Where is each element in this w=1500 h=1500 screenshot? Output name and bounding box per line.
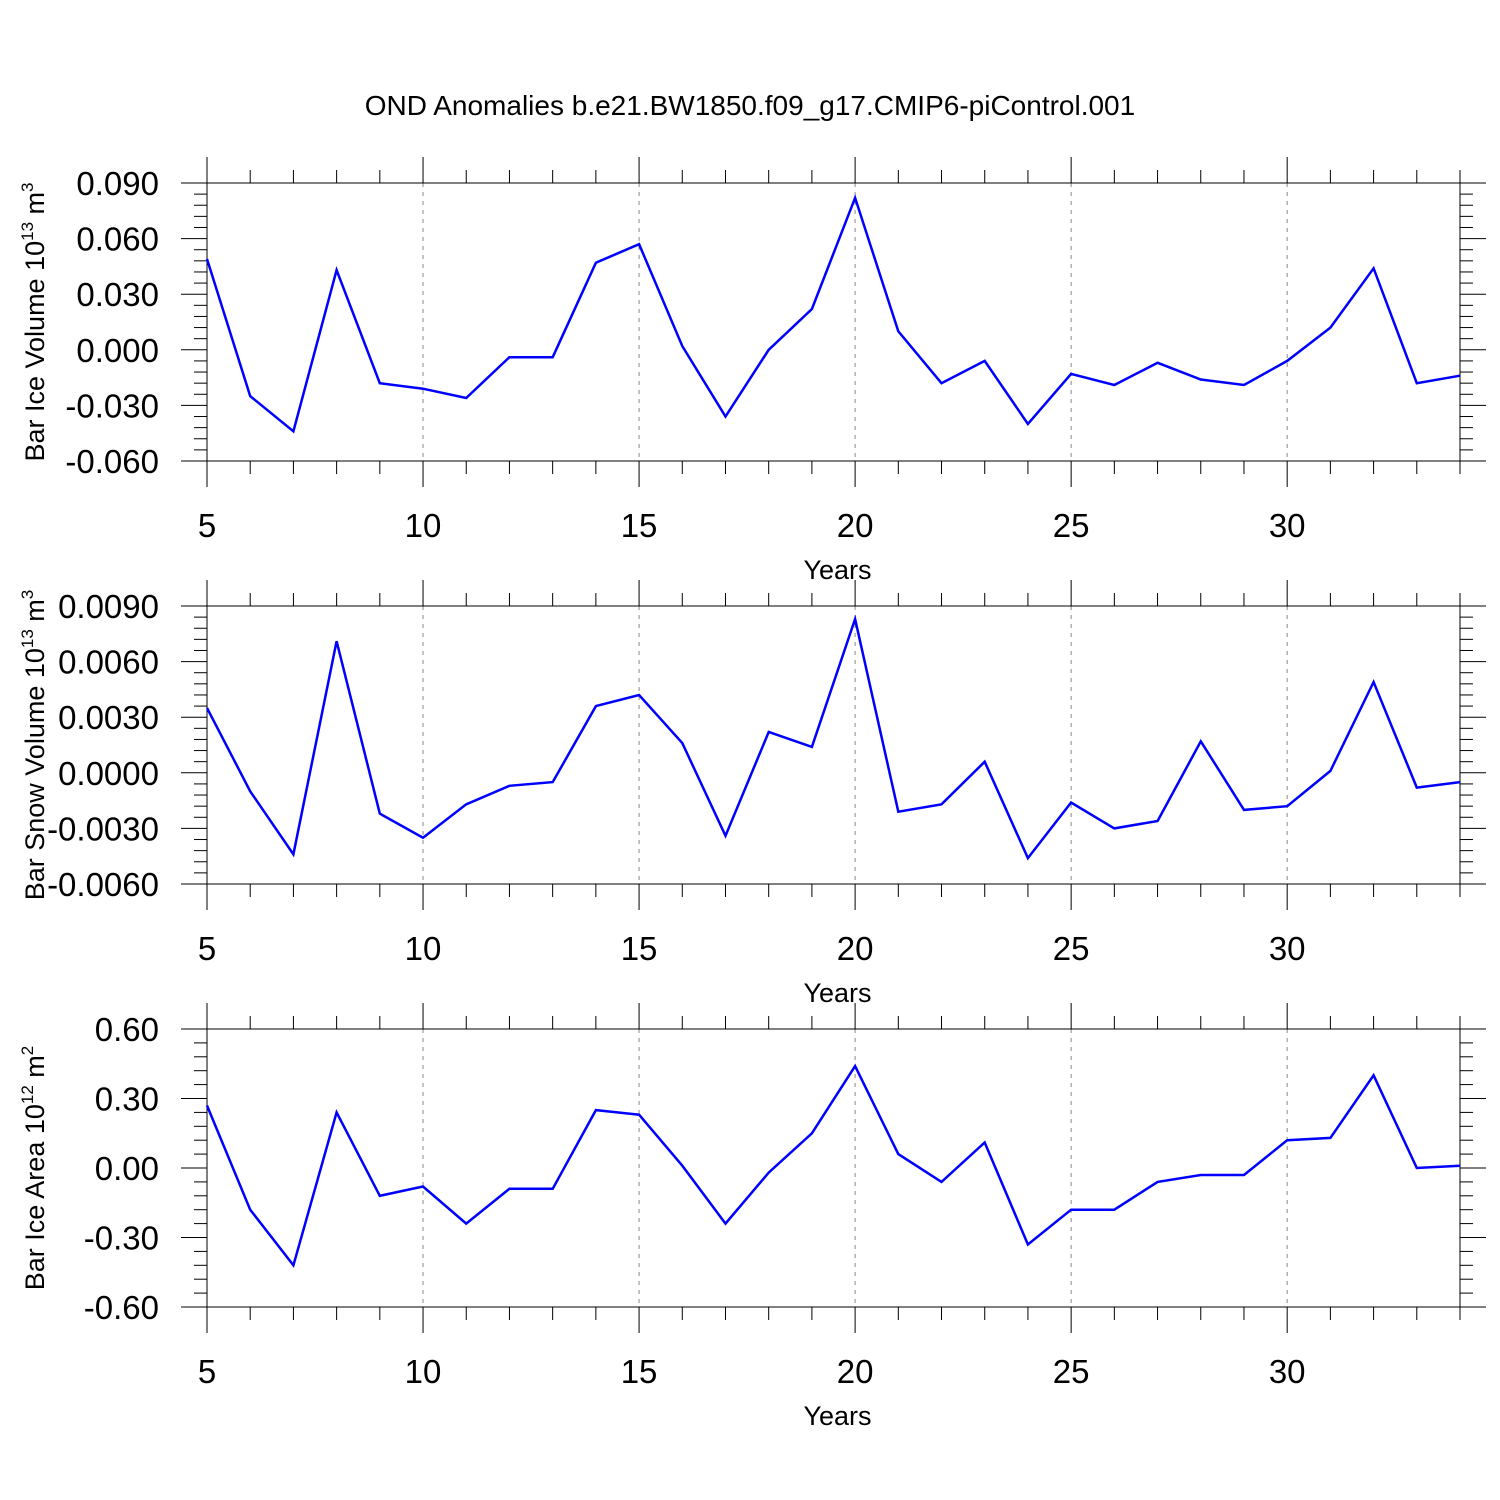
x-tick-label: 20 (837, 930, 874, 967)
x-axis-title: Years (803, 1401, 871, 1431)
y-axis-title-part: m (20, 599, 50, 629)
y-tick-label: 0.0090 (58, 588, 159, 625)
y-tick-label: -0.60 (84, 1289, 159, 1326)
x-tick-label: 10 (405, 1353, 442, 1390)
y-tick-label: 0.000 (76, 332, 159, 369)
y-tick-label: -0.0060 (47, 866, 159, 903)
chart-panel-2: 5 10 15 20 25 30 -0.0060 -0.0030 0.0000 0.0030 0.0… (18, 580, 1486, 1008)
x-tick-label: 25 (1053, 1353, 1090, 1390)
y-tick-label: 0.0060 (58, 644, 159, 681)
y-axis-title-superscript: 3 (18, 590, 37, 599)
y-tick-label: 0.00 (95, 1150, 159, 1187)
y-tick-label: 0.030 (76, 276, 159, 313)
y-axis-title: Bar Snow Volume 1013 m3 (18, 590, 50, 901)
data-line (205, 1063, 1461, 1269)
y-tick-label: -0.0030 (47, 810, 159, 847)
y-tick-label: -0.030 (65, 387, 159, 424)
x-tick-label: 15 (621, 1353, 658, 1390)
x-tick-label: 20 (837, 1353, 874, 1390)
y-axis-title-superscript: 2 (18, 1046, 37, 1055)
x-tick-label: 30 (1269, 1353, 1306, 1390)
x-tick-label: 10 (405, 930, 442, 967)
x-tick-label: 20 (837, 507, 874, 544)
x-tick-label: 25 (1053, 507, 1090, 544)
y-tick-label: -0.30 (84, 1220, 159, 1257)
y-axis-title-superscript: 3 (18, 182, 37, 191)
x-tick-label: 5 (198, 930, 216, 967)
y-axis-title: Bar Ice Volume 1013 m3 (18, 182, 50, 461)
x-tick-label: 5 (198, 1353, 216, 1390)
x-tick-label: 5 (198, 507, 216, 544)
x-tick-label: 30 (1269, 507, 1306, 544)
y-tick-label: 0.60 (95, 1011, 159, 1048)
x-axis-title: Years (803, 555, 871, 585)
y-axis-title-superscript: 13 (18, 629, 37, 648)
y-axis-title-part: m (20, 192, 50, 222)
chart-panel-1: 5 10 15 20 25 30 -0.060 -0.030 0.000 0.030 0.060 0.… (18, 157, 1486, 585)
x-tick-label: 30 (1269, 930, 1306, 967)
x-tick-label: 25 (1053, 930, 1090, 967)
y-axis-title-part: Bar Snow Volume 10 (20, 648, 50, 900)
y-tick-label: 0.0030 (58, 699, 159, 736)
y-axis-title-part: m (20, 1055, 50, 1085)
x-tick-label: 15 (621, 507, 658, 544)
x-axis-title: Years (803, 978, 871, 1008)
y-tick-label: 0.30 (95, 1081, 159, 1118)
y-tick-label: 0.0000 (58, 755, 159, 792)
chart-panel-3: 5 10 15 20 25 30 -0.60 -0.30 0.00 0.30 0.60 Years Ba… (18, 1003, 1486, 1431)
y-tick-label: 0.060 (76, 221, 159, 258)
y-axis-title: Bar Ice Area 1012 m2 (18, 1046, 50, 1291)
y-axis-title-part: Bar Ice Volume 10 (20, 241, 50, 462)
y-axis-title-superscript: 12 (18, 1085, 37, 1104)
y-axis-title-superscript: 13 (18, 222, 37, 241)
x-tick-label: 10 (405, 507, 442, 544)
plot-frame (206, 182, 1461, 462)
y-axis-title-part: Bar Ice Area 10 (20, 1104, 50, 1290)
plot-frame (206, 1028, 1461, 1308)
y-tick-label: -0.060 (65, 443, 159, 480)
plot-frame (206, 605, 1461, 885)
x-tick-label: 15 (621, 930, 658, 967)
data-line (205, 194, 1461, 434)
y-tick-label: 0.090 (76, 165, 159, 202)
data-line (205, 614, 1461, 861)
page-title: OND Anomalies b.e21.BW1850.f09_g17.CMIP6… (364, 90, 1136, 121)
